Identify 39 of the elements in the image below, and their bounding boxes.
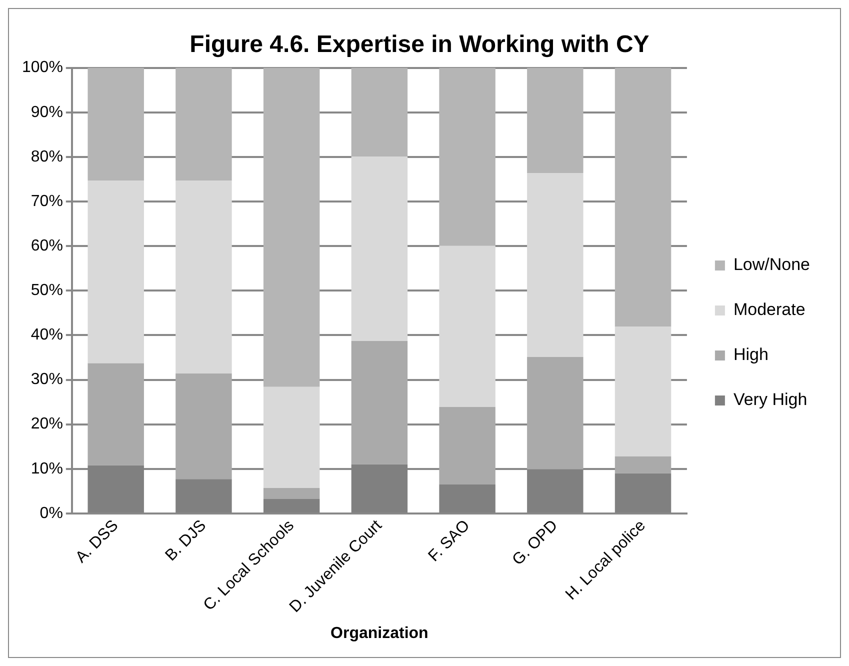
y-tick-label: 20% — [30, 416, 63, 433]
y-tick-label: 70% — [30, 192, 63, 210]
bar — [351, 68, 408, 156]
legend-label: Very High — [733, 390, 808, 410]
bar — [88, 68, 144, 181]
bar — [176, 374, 232, 480]
y-tick-label: 60% — [30, 237, 63, 254]
x-axis-title: Organization — [330, 624, 428, 642]
bar — [351, 156, 408, 341]
y-tick-label: 90% — [30, 104, 63, 121]
bar — [176, 68, 232, 181]
y-tick-label: 10% — [30, 460, 63, 478]
bar — [263, 488, 320, 499]
y-tick-label: 50% — [30, 282, 63, 300]
y-tick-label: 40% — [30, 326, 63, 344]
y-tick-label: 100% — [22, 59, 63, 76]
legend-label: Moderate — [733, 300, 806, 320]
y-tick-label: 0% — [40, 504, 63, 522]
bar — [439, 246, 496, 407]
bar — [527, 172, 584, 358]
bar — [263, 68, 320, 387]
bar — [614, 456, 672, 474]
legend-label: High — [733, 345, 768, 364]
bar — [176, 180, 232, 374]
bar — [439, 68, 496, 246]
y-tick-label: 80% — [30, 148, 63, 166]
bar — [527, 357, 584, 470]
bar — [88, 180, 144, 364]
bar — [351, 340, 408, 464]
bar — [614, 68, 672, 327]
bar — [614, 326, 672, 456]
x-tick-label: B. DJS — [162, 517, 210, 564]
bar — [263, 386, 320, 488]
legend-label: Low/None — [733, 255, 810, 274]
chart-title: Figure 4.6. Expertise in Working with CY — [190, 31, 650, 58]
bar — [439, 406, 496, 484]
y-tick-label: 30% — [30, 371, 63, 388]
bar — [527, 68, 584, 173]
bar — [88, 363, 144, 466]
